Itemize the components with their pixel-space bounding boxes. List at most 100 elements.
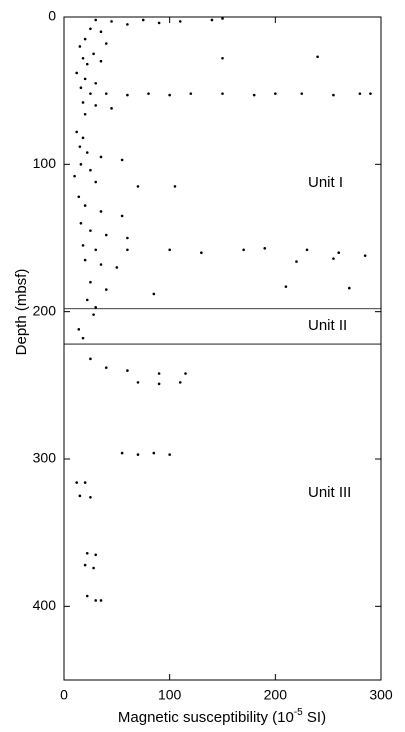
data-point bbox=[89, 229, 92, 232]
data-point bbox=[120, 451, 124, 455]
data-point bbox=[332, 257, 335, 260]
data-point bbox=[263, 247, 267, 250]
data-point bbox=[316, 55, 319, 59]
data-point bbox=[89, 27, 92, 31]
data-point bbox=[104, 233, 108, 237]
data-point bbox=[157, 372, 161, 375]
data-point bbox=[178, 20, 182, 23]
data-point bbox=[77, 195, 81, 199]
data-point bbox=[99, 599, 103, 602]
data-point bbox=[152, 451, 156, 455]
data-point bbox=[83, 481, 87, 484]
data-point bbox=[89, 92, 92, 95]
unit-label: Unit I bbox=[308, 174, 343, 191]
data-point bbox=[81, 336, 85, 340]
data-point bbox=[168, 248, 171, 252]
data-point bbox=[120, 214, 124, 218]
data-point bbox=[85, 62, 89, 66]
data-point bbox=[337, 251, 341, 255]
y-tick-label: 100 bbox=[33, 155, 57, 171]
unit-label: Unit III bbox=[308, 484, 351, 501]
data-point bbox=[92, 52, 95, 56]
data-point bbox=[136, 453, 140, 456]
data-point bbox=[136, 381, 140, 384]
data-point bbox=[75, 71, 78, 75]
data-point bbox=[152, 292, 156, 296]
data-point bbox=[75, 130, 78, 134]
data-point bbox=[77, 328, 81, 331]
data-point bbox=[168, 93, 171, 97]
data-point bbox=[85, 594, 89, 598]
data-point bbox=[284, 285, 288, 288]
data-point bbox=[81, 56, 85, 60]
data-point bbox=[274, 92, 277, 95]
x-axis-label-superscript: -5 bbox=[294, 707, 303, 718]
data-point bbox=[81, 244, 85, 247]
data-point bbox=[363, 254, 367, 257]
data-point bbox=[210, 18, 214, 22]
data-point bbox=[83, 258, 87, 262]
unit-label: Unit II bbox=[308, 317, 347, 334]
data-point bbox=[168, 453, 171, 456]
data-point bbox=[94, 553, 97, 557]
data-point bbox=[75, 481, 78, 484]
data-point bbox=[92, 313, 95, 316]
data-point bbox=[358, 92, 362, 95]
y-tick-label: 0 bbox=[48, 8, 56, 24]
data-point bbox=[85, 151, 89, 154]
data-point bbox=[94, 104, 97, 107]
data-point bbox=[89, 357, 92, 361]
data-point bbox=[99, 263, 103, 266]
data-point bbox=[81, 136, 85, 140]
data-point bbox=[252, 93, 256, 97]
x-axis-label-text: Magnetic susceptibility (10 bbox=[118, 709, 294, 726]
data-point bbox=[83, 563, 87, 567]
data-point bbox=[295, 260, 298, 263]
data-point bbox=[99, 30, 103, 34]
data-point bbox=[85, 298, 89, 302]
x-axis-label: Magnetic susceptibility (10-5 SI) bbox=[118, 707, 326, 726]
data-point bbox=[78, 494, 82, 498]
x-tick-label: 100 bbox=[158, 687, 182, 703]
data-point bbox=[126, 236, 129, 240]
data-point bbox=[94, 599, 97, 602]
y-axis-label: Depth (mbsf) bbox=[13, 269, 30, 356]
data-point bbox=[83, 112, 87, 116]
x-tick-label: 200 bbox=[264, 687, 288, 703]
x-tick-label: 0 bbox=[60, 687, 68, 703]
data-point bbox=[136, 185, 140, 188]
data-point bbox=[104, 366, 108, 369]
data-point bbox=[83, 77, 87, 81]
data-point bbox=[89, 496, 92, 499]
data-point bbox=[120, 158, 124, 162]
data-point bbox=[157, 382, 161, 386]
data-point bbox=[73, 174, 76, 178]
data-point bbox=[92, 566, 95, 570]
data-point bbox=[126, 369, 129, 372]
data-point bbox=[115, 266, 119, 269]
data-point bbox=[126, 248, 129, 252]
data-point bbox=[200, 251, 203, 255]
data-point bbox=[348, 286, 351, 290]
data-point bbox=[81, 101, 85, 104]
data-point bbox=[94, 180, 97, 184]
data-point bbox=[110, 20, 113, 23]
data-point bbox=[147, 92, 150, 95]
data-point bbox=[369, 92, 372, 95]
data-point bbox=[332, 93, 335, 97]
data-point bbox=[79, 221, 83, 225]
data-point bbox=[89, 168, 92, 172]
data-point bbox=[221, 56, 224, 60]
data-point bbox=[305, 248, 309, 252]
data-point bbox=[79, 86, 83, 90]
data-point bbox=[141, 18, 145, 22]
data-point bbox=[157, 21, 161, 25]
data-point bbox=[104, 92, 108, 95]
plot-frame bbox=[63, 16, 382, 681]
data-point bbox=[173, 185, 177, 188]
y-tick-label: 200 bbox=[33, 302, 57, 318]
data-point bbox=[126, 93, 129, 97]
data-point bbox=[83, 204, 87, 207]
data-point bbox=[83, 37, 87, 41]
